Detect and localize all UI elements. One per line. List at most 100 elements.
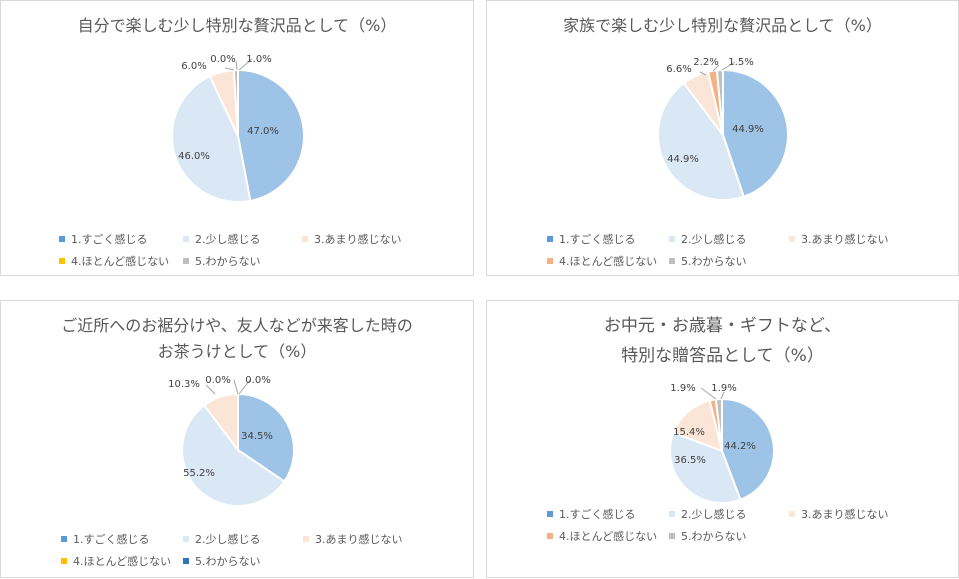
legend-swatch (183, 536, 189, 542)
legend-label: 2.少し感じる (195, 233, 261, 246)
pie-slice-2 (669, 431, 742, 504)
data-label-5: 1.9% (711, 383, 736, 394)
legend-label: 4.ほとんど感じない (73, 555, 172, 568)
pie-chart: 44.2% 36.5% 15.4% 1.9% 1.9% (669, 383, 776, 504)
legend-item-4: 4.ほとんど感じない (59, 253, 169, 269)
legend-swatch (547, 258, 553, 264)
legend-label: 5.わからない (195, 555, 261, 568)
chart-title: 自分で楽しむ少し特別な贅沢品として（%） (77, 16, 397, 35)
leader-line-3 (205, 384, 216, 395)
legend-item-5: 5.わからない (669, 253, 747, 269)
chart-panel-gift: お中元・お歳暮・ギフトなど、 特別な贈答品として（%） 44.2% 36.5% 15… (486, 300, 959, 578)
data-label-5: 1.0% (246, 54, 271, 65)
legend-item-1: 1.すごく感じる (61, 531, 150, 547)
data-label-1: 34.5% (241, 431, 273, 442)
legend-label: 2.少し感じる (195, 533, 261, 546)
legend-label: 3.あまり感じない (801, 233, 889, 246)
legend-swatch (547, 533, 553, 539)
leader-line-3 (699, 71, 707, 76)
legend-swatch (669, 511, 675, 517)
legend-swatch (59, 258, 65, 264)
data-label-3: 6.0% (181, 61, 206, 72)
legend-label: 5.わからない (681, 255, 747, 268)
data-label-4: 0.0% (210, 54, 235, 65)
data-label-4: 2.2% (693, 57, 718, 68)
legend-swatch (547, 236, 553, 242)
legend-item-1: 1.すごく感じる (59, 231, 148, 247)
pie-slice-2 (181, 403, 286, 507)
legend-label: 3.あまり感じない (801, 508, 889, 521)
data-label-3: 15.4% (673, 427, 705, 438)
legend-item-5: 5.わからない (183, 553, 261, 569)
data-label-1: 47.0% (247, 126, 279, 137)
leader-line-4 (233, 379, 239, 395)
pie-slice-2 (171, 74, 252, 203)
legend-swatch (183, 236, 189, 242)
leader-line-4 (712, 64, 720, 72)
pie-slice-1 (721, 397, 776, 501)
legend-swatch (61, 536, 67, 542)
legend-item-1: 1.すごく感じる (547, 231, 636, 247)
legend-label: 1.すごく感じる (71, 233, 148, 246)
legend-item-3: 3.あまり感じない (789, 506, 889, 522)
data-label-1: 44.9% (732, 124, 764, 135)
legend-label: 2.少し感じる (681, 233, 747, 246)
pie-slice-5 (715, 68, 724, 136)
legend-label: 5.わからない (195, 255, 261, 268)
legend-item-3: 3.あまり感じない (303, 531, 403, 547)
pie-slice-5 (714, 397, 723, 452)
data-label-4: 0.0% (205, 375, 230, 386)
pie-chart: 34.5% 55.2% 10.3% 0.0% 0.0% (168, 375, 295, 507)
data-label-2: 55.2% (183, 468, 215, 479)
legend-item-4: 4.ほとんど感じない (61, 553, 171, 569)
data-label-3: 6.6% (666, 64, 691, 75)
legend-swatch (669, 533, 675, 539)
legend-item-2: 2.少し感じる (183, 531, 261, 547)
legend-swatch (59, 236, 65, 242)
legend-swatch (303, 536, 309, 542)
legend-item-2: 2.少し感じる (669, 231, 747, 247)
legend-swatch (302, 236, 308, 242)
legend-swatch (183, 558, 189, 564)
chart-panel-family-luxury: 家族で楽しむ少し特別な贅沢品として（%） 44.9% 44.9% 6.6% 2.2% 1… (486, 0, 959, 276)
legend-item-4: 4.ほとんど感じない (547, 253, 657, 269)
data-label-5: 1.5% (728, 57, 753, 68)
legend-swatch (789, 236, 795, 242)
leader-line-4 (700, 387, 717, 400)
legend-item-5: 5.わからない (183, 253, 261, 269)
legend-label: 3.あまり感じない (314, 233, 402, 246)
pie-chart: 44.9% 44.9% 6.6%2.2% 1.5% (657, 57, 789, 201)
data-label-3: 10.3% (168, 379, 200, 390)
legend-label: 4.ほとんど感じない (559, 530, 658, 543)
legend-label: 4.ほとんど感じない (71, 255, 170, 268)
legend-item-2: 2.少し感じる (183, 231, 261, 247)
chart-panel-neighbor-snack: ご近所へのお裾分けや、友人などが来客した時の お茶うけとして（%） 34.5% 5… (0, 300, 474, 578)
legend-swatch (183, 258, 189, 264)
leader-line-4 (235, 60, 238, 71)
data-label-2: 44.9% (667, 154, 699, 165)
pie-chart: 47.0% 46.0% 6.0% 0.0% 1.0% (171, 54, 305, 203)
leader-line-5 (238, 379, 251, 395)
legend-swatch (789, 511, 795, 517)
leader-line-5 (721, 61, 736, 71)
chart-title: ご近所へのお裾分けや、友人などが来客した時の お茶うけとして（%） (61, 316, 413, 361)
legend-label: 5.わからない (681, 530, 747, 543)
legend-label: 3.あまり感じない (315, 533, 403, 546)
legend-label: 2.少し感じる (681, 508, 747, 521)
legend-label: 1.すごく感じる (559, 508, 636, 521)
pie-slice-1 (237, 392, 295, 483)
legend-label: 1.すごく感じる (73, 533, 150, 546)
legend-label: 4.ほとんど感じない (559, 255, 658, 268)
leader-line-5 (720, 391, 725, 400)
leader-line-5 (238, 58, 253, 71)
legend-item-3: 3.あまり感じない (302, 231, 402, 247)
data-label-1: 44.2% (724, 441, 756, 452)
legend-swatch (61, 558, 67, 564)
pie-slice-1 (722, 68, 789, 198)
data-label-4: 1.9% (670, 383, 695, 394)
pie-slice-1 (237, 68, 305, 203)
legend-item-3: 3.あまり感じない (789, 231, 889, 247)
legend-item-5: 5.わからない (669, 528, 747, 544)
legend-item-2: 2.少し感じる (669, 506, 747, 522)
chart-panel-self-luxury: 自分で楽しむ少し特別な贅沢品として（%） 47.0% 46.0% 6.0% 0.0% 1… (0, 0, 474, 276)
